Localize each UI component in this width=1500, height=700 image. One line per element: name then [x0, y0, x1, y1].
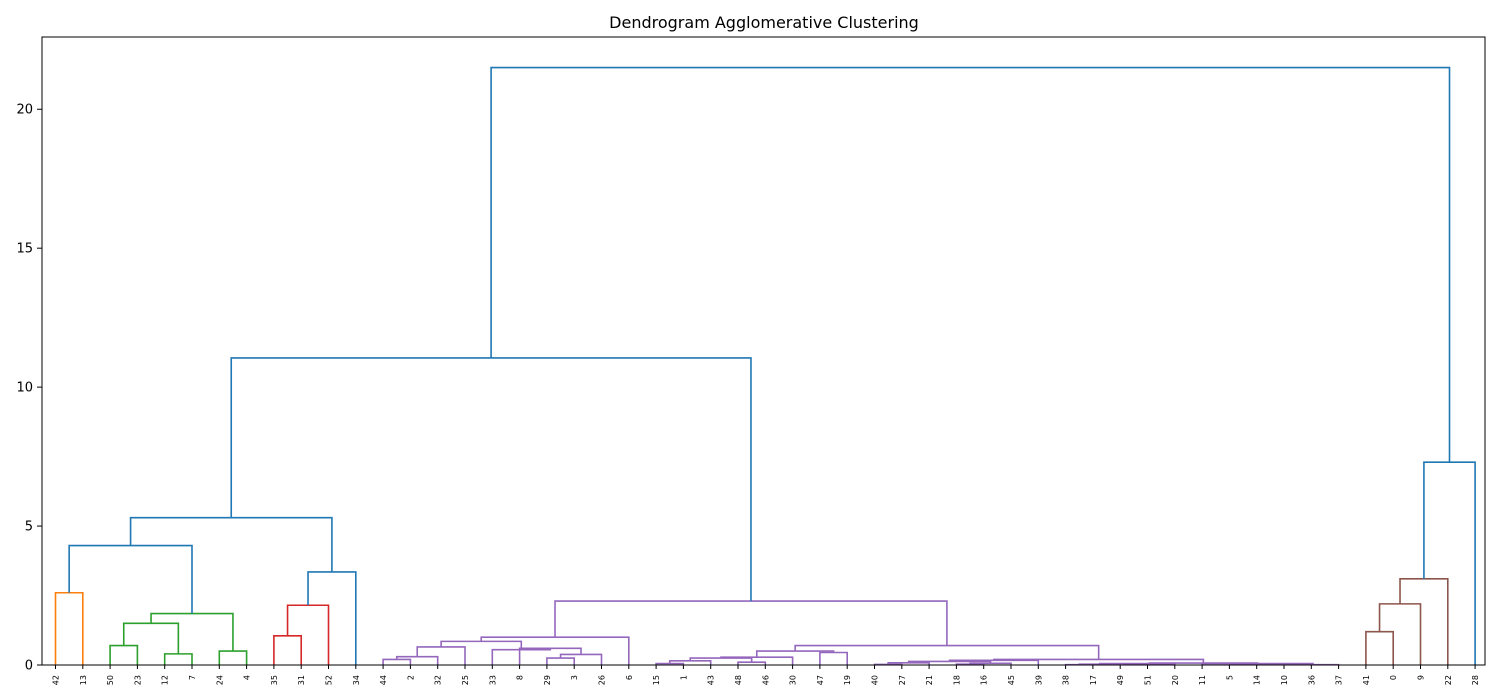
x-tick-label: 27	[898, 675, 907, 685]
x-tick-label: 2	[406, 675, 415, 680]
dendrogram-link	[794, 644, 1100, 660]
x-tick-label: 5	[1225, 675, 1234, 680]
y-tick-label: 15	[16, 242, 33, 257]
x-tick-label: 24	[215, 675, 224, 685]
dendrogram-link	[491, 648, 552, 665]
x-tick-label: 17	[1089, 675, 1098, 685]
x-tick-label: 4	[243, 675, 252, 680]
dendrogram-link	[1423, 461, 1476, 665]
x-tick-label: 39	[1034, 675, 1043, 685]
x-tick-label: 36	[1307, 675, 1316, 685]
x-tick-label: 11	[1198, 675, 1207, 685]
dendrogram-link	[490, 66, 1451, 463]
dendrogram-link	[655, 662, 685, 665]
x-tick-label: 42	[52, 675, 61, 685]
dendrogram-link	[559, 653, 603, 665]
x-tick-label: 1	[679, 675, 688, 680]
x-tick-label: 44	[379, 675, 388, 685]
dendrogram-link	[129, 516, 333, 572]
x-tick-label: 21	[925, 675, 934, 685]
y-tick-label: 0	[25, 659, 33, 674]
x-tick-label: 18	[952, 675, 961, 685]
dendrogram-link	[286, 604, 330, 665]
dendrogram-links	[54, 66, 1476, 666]
x-tick-label: 51	[1144, 675, 1153, 685]
x-tick-label: 9	[1417, 675, 1426, 680]
x-tick-label: 37	[1335, 675, 1344, 685]
x-tick-label: 47	[816, 675, 825, 685]
dendrogram-link	[993, 658, 1205, 664]
x-tick-label: 25	[461, 675, 470, 685]
dendrogram-link	[554, 600, 948, 646]
x-tick-label: 40	[871, 675, 880, 685]
x-tick-label: 14	[1253, 675, 1262, 685]
x-tick-label: 33	[488, 675, 497, 685]
x-tick-label: 34	[352, 675, 361, 685]
x-tick-label: 16	[980, 675, 989, 685]
x-axis: 42 13 50 23 12 7 24 4 35 31 52 34 44 2 32 25 33 8 29 3 26 6 15…	[52, 665, 1480, 685]
x-tick-label: 31	[297, 675, 306, 685]
x-tick-label: 22	[1444, 675, 1453, 685]
x-tick-label: 29	[543, 675, 552, 685]
x-tick-label: 45	[1007, 675, 1016, 685]
dendrogram-link	[969, 662, 1012, 665]
dendrogram-link	[907, 660, 992, 664]
x-tick-label: 7	[188, 675, 197, 680]
x-tick-label: 32	[434, 675, 443, 685]
x-tick-label: 0	[1389, 675, 1398, 680]
x-tick-label: 28	[1471, 675, 1480, 685]
x-tick-label: 35	[270, 675, 279, 685]
dendrogram-link	[1365, 630, 1394, 665]
plot-frame	[41, 36, 1486, 666]
dendrogram-link	[546, 657, 575, 665]
dendrogram-link	[440, 640, 523, 650]
x-tick-label: 46	[761, 675, 770, 685]
dendrogram-link	[1201, 662, 1314, 665]
x-tick-label: 49	[1116, 675, 1125, 685]
dendrogram-link	[395, 655, 439, 665]
dendrogram-link	[163, 653, 193, 665]
chart-title: Dendrogram Agglomerative Clustering	[609, 13, 919, 32]
dendrogram-link	[122, 622, 180, 654]
x-tick-label: 38	[1062, 675, 1071, 685]
y-tick-label: 10	[16, 381, 33, 396]
x-tick-label: 12	[161, 675, 170, 685]
y-axis: 0 5 10 15 20	[16, 103, 42, 674]
dendrogram-link	[819, 651, 848, 665]
y-tick-label: 20	[16, 103, 33, 118]
x-tick-label: 6	[625, 675, 634, 680]
x-tick-label: 13	[79, 675, 88, 685]
x-tick-label: 50	[106, 675, 115, 685]
y-tick-label: 5	[25, 520, 33, 535]
dendrogram-link	[668, 660, 712, 665]
dendrogram-link	[518, 647, 582, 665]
x-tick-label: 8	[516, 675, 525, 680]
dendrogram-link	[230, 357, 752, 602]
dendrogram-link	[307, 571, 357, 665]
x-tick-label: 19	[843, 675, 852, 685]
dendrogram-link	[1378, 603, 1422, 665]
x-tick-label: 52	[325, 675, 334, 685]
x-tick-label: 30	[789, 675, 798, 685]
dendrogram-link	[150, 612, 234, 652]
dendrogram-link	[1399, 578, 1449, 665]
x-tick-label: 26	[598, 675, 607, 685]
x-tick-label: 20	[1171, 675, 1180, 685]
x-tick-label: 15	[652, 675, 661, 685]
dendrogram-link	[382, 658, 412, 665]
dendrogram-link	[218, 650, 248, 665]
dendrogram-link	[273, 635, 302, 665]
dendrogram-link	[54, 591, 84, 665]
x-tick-label: 41	[1362, 675, 1371, 685]
x-tick-label: 10	[1280, 675, 1289, 685]
x-tick-label: 3	[570, 675, 579, 680]
x-tick-label: 43	[707, 675, 716, 685]
dendrogram-link	[1148, 662, 1259, 664]
x-tick-label: 23	[133, 675, 142, 685]
dendrogram-link	[68, 544, 193, 614]
dendrogram-link	[109, 644, 139, 665]
x-tick-label: 48	[734, 675, 743, 685]
